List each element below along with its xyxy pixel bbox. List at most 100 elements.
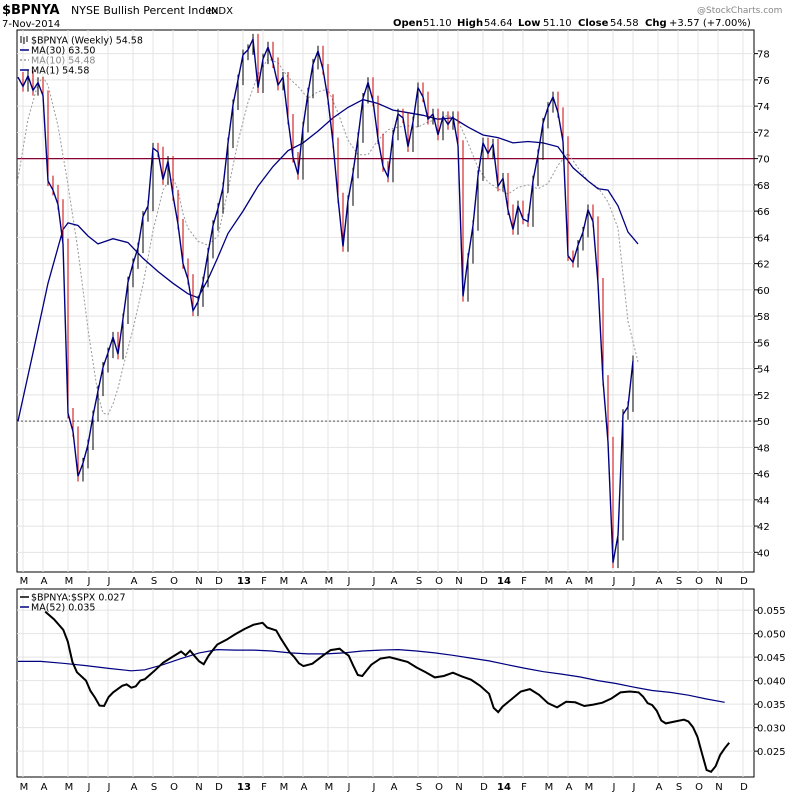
price-x-tick-label: N [455,576,462,587]
ratio-y-tick-label: 0.045 [757,653,786,664]
close-value: 54.58 [610,18,639,29]
price-x-tick-label: O [435,576,443,587]
chg-label: Chg [645,18,667,29]
legend-label-ma1: MA(1) 54.58 [31,66,89,77]
ratio-x-tick-label: M [545,782,554,793]
price-y-tick-label: 60 [757,286,770,297]
open-value: 51.10 [423,18,452,29]
high-label: High [457,18,483,29]
price-y-tick-label: 58 [757,312,770,323]
price-x-tick-label: J [632,576,636,587]
legend-label-ma10: MA(10) 54.48 [31,56,95,67]
ratio-x-tick-label: D [480,782,488,793]
chart-symbol: $BPNYA [2,3,60,18]
ratio-x-tick-label: F [261,782,267,793]
price-x-tick-label: S [676,576,682,587]
watermark: @StockCharts.com [697,6,782,16]
ratio-x-tick-label: M [20,782,29,793]
price-y-tick-label: 44 [757,496,770,507]
price-x-tick-label: M [20,576,29,587]
price-series [17,33,639,569]
ma1-line [17,36,634,563]
ratio-panel: 0.025 0.030 0.035 0.040 0.045 0.050 0.055 M A M J… [16,588,786,793]
ratio-x-tick-label: N [715,782,722,793]
ratio-x-tick-label: N [195,782,202,793]
high-value: 54.64 [484,18,513,29]
ratio-y-tick-label: 0.035 [757,700,786,711]
ratio-y-tick-label: 0.055 [757,606,786,617]
price-x-tick-label: M [280,576,289,587]
price-x-tick-label: M [65,576,74,587]
price-y-tick-label: 74 [757,102,770,113]
price-y-tick-label: 54 [757,365,770,376]
price-panel-frame [16,29,755,573]
ratio-x-tick-label: 13 [237,782,251,793]
ratio-x-tick-label: S [151,782,157,793]
price-x-tick-label: M [585,576,594,587]
ratio-x-tick-label: M [585,782,594,793]
price-x-tick-label: D [215,576,223,587]
ratio-series [18,610,730,774]
ratio-y-tick-label: 0.030 [757,724,786,735]
price-x-tick-label: N [715,576,722,587]
price-x-tick-label: A [566,576,573,587]
ratio-y-tick-label: 0.050 [757,630,786,641]
price-x-tick-label: S [416,576,422,587]
price-reference-lines [17,158,754,422]
price-x-tick-label: S [151,576,157,587]
price-y-tick-label: 68 [757,181,770,192]
price-x-tick-label: M [325,576,334,587]
chart-name: NYSE Bullish Percent Index [71,4,219,17]
price-grid [17,30,754,572]
ratio-panel-frame [16,588,755,778]
ma30-line [17,98,639,422]
ratio-x-tick-label: O [170,782,178,793]
low-value: 51.10 [543,18,572,29]
ratio-x-tick-label: M [65,782,74,793]
chg-value: +3.57 (+7.00%) [669,18,751,29]
price-y-ticks: 40 42 44 46 48 50 52 54 56 58 60 62 64 66 68 70 72 74 76 78 [754,50,770,559]
price-y-tick-label: 62 [757,260,770,271]
price-x-tick-label: N [195,576,202,587]
price-y-tick-label: 50 [757,417,770,428]
ratio-x-tick-label: O [435,782,443,793]
price-x-tick-label: A [131,576,138,587]
ratio-x-tick-label: N [455,782,462,793]
price-x-tick-label: 14 [497,576,511,587]
ratio-x-tick-label: M [325,782,334,793]
ratio-x-tick-label: J [87,782,91,793]
price-y-tick-label: 40 [757,548,770,559]
price-x-tick-label: D [480,576,488,587]
chart-date: 7-Nov-2014 [2,19,60,30]
ratio-x-tick-label: A [391,782,398,793]
price-x-tick-label: O [170,576,178,587]
ratio-y-tick-label: 0.040 [757,677,786,688]
ma52-line [18,648,725,703]
ratio-x-tick-label: J [632,782,636,793]
ratio-x-ticks: M A M J J A S O N D 13 F M A M J J A S O N D 14 F M A M J J A S O N D [20,782,748,793]
ratio-x-tick-label: J [612,782,616,793]
chart-exchange: INDX [208,6,233,17]
ratio-y-tick-label: 0.025 [757,747,786,758]
price-panel: 40 42 44 46 48 50 52 54 56 58 60 62 64 66 68 70 72 74 76 78… [16,29,770,587]
price-y-tick-label: 64 [757,233,770,244]
legend-label-price: $BPNYA (Weekly) 54.58 [31,36,143,47]
price-x-tick-label: D [740,576,748,587]
open-label: Open [393,18,423,29]
price-y-tick-label: 46 [757,470,770,481]
ratio-x-tick-label: D [740,782,748,793]
price-y-tick-label: 70 [757,155,770,166]
price-x-tick-label: 13 [237,576,251,587]
price-x-tick-label: A [391,576,398,587]
ratio-x-tick-label: F [521,782,527,793]
ratio-y-ticks: 0.025 0.030 0.035 0.040 0.045 0.050 0.055 [754,606,786,758]
price-y-tick-label: 56 [757,338,770,349]
price-x-tick-label: J [347,576,351,587]
price-x-tick-label: J [372,576,376,587]
price-x-tick-label: O [695,576,703,587]
price-y-tick-label: 78 [757,50,770,61]
ratio-x-tick-label: A [131,782,138,793]
